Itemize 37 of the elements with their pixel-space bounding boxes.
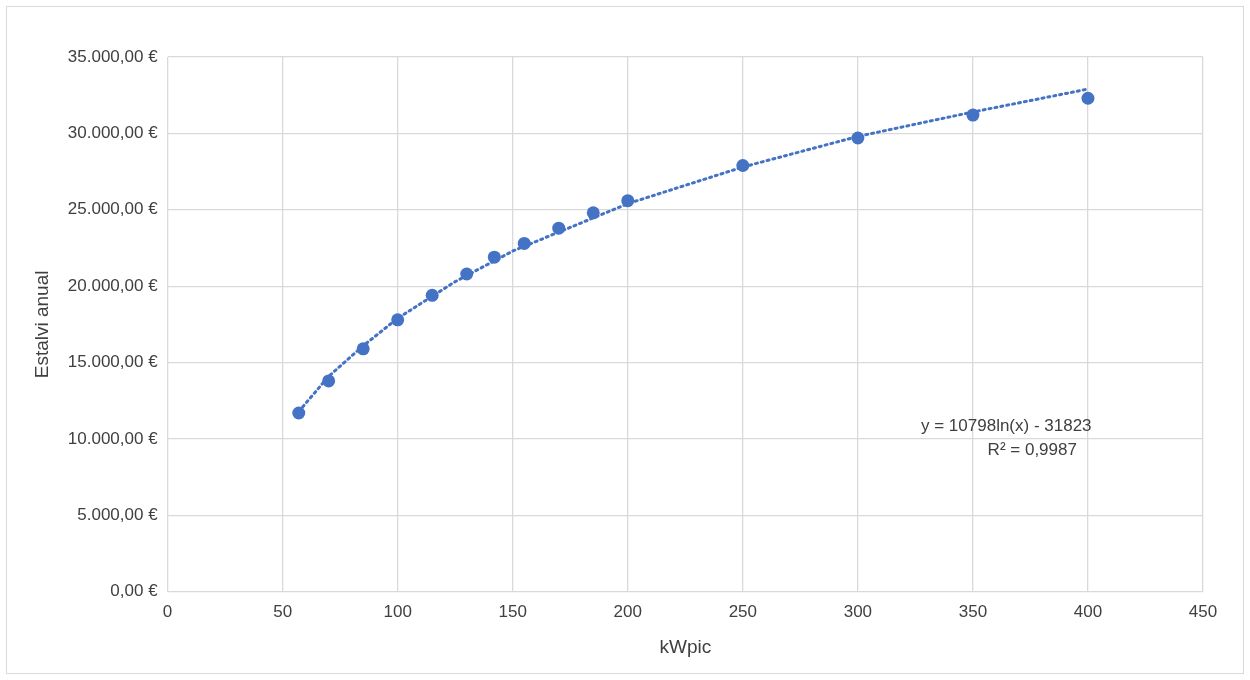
y-tick-label: 5.000,00 €: [77, 505, 159, 525]
x-tick-label: 0: [162, 601, 173, 621]
x-tick-label: 450: [1188, 601, 1218, 621]
point: [851, 131, 865, 145]
point: [292, 406, 306, 420]
point: [356, 342, 370, 356]
point: [460, 267, 474, 281]
point: [517, 236, 531, 250]
x-tick-label: 200: [613, 601, 642, 621]
y-tick-label: 30.000,00 €: [67, 123, 159, 143]
x-tick-label: 300: [843, 601, 873, 621]
y-tick-label: 10.000,00 €: [67, 428, 159, 448]
point: [1081, 91, 1095, 105]
point: [552, 221, 566, 235]
y-tick-label: 20.000,00 €: [67, 275, 159, 295]
point: [425, 288, 439, 302]
point: [621, 194, 635, 208]
x-tick-label: 100: [383, 601, 412, 621]
x-axis-title: kWpic: [659, 635, 712, 657]
point: [966, 108, 980, 122]
point: [586, 206, 600, 220]
y-tick-label: 0,00 €: [110, 581, 159, 601]
y-tick-label: 25.000,00 €: [67, 199, 159, 219]
annotation: y = 10798ln(x) - 31823: [920, 416, 1092, 436]
x-tick-label: 350: [958, 601, 988, 621]
x-tick-label: 50: [273, 601, 293, 621]
y-tick-label: 15.000,00 €: [67, 352, 159, 372]
x-tick-label: 250: [728, 601, 758, 621]
point: [736, 158, 750, 172]
point: [391, 313, 405, 327]
annotation: R² = 0,9987: [987, 440, 1077, 460]
x-tick-label: 400: [1073, 601, 1103, 621]
point: [487, 250, 501, 264]
x-tick-label: 150: [498, 601, 527, 621]
point: [322, 374, 336, 388]
y-tick-label: 35.000,00 €: [67, 46, 159, 66]
y-axis-title: Estalvi anual: [30, 270, 52, 379]
